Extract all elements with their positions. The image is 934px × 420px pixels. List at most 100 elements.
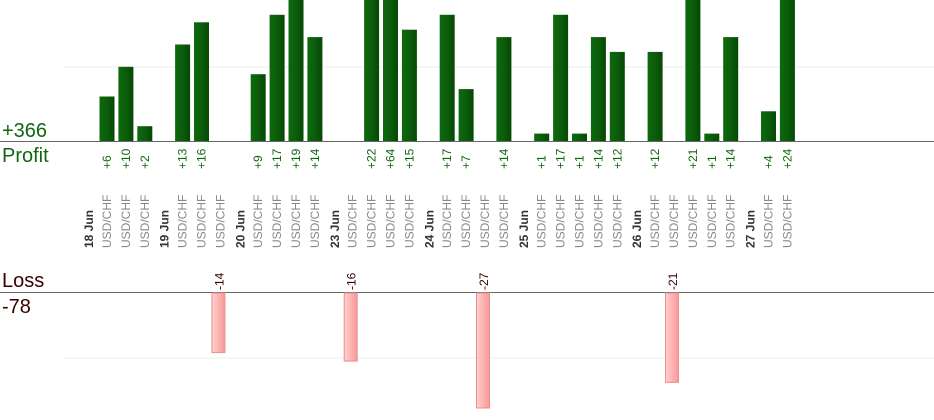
profit-value-label: +9 — [251, 155, 265, 169]
loss-value-label: -14 — [212, 272, 226, 290]
symbol-label: USD/CHF — [213, 195, 227, 248]
profit-value-label: +10 — [119, 148, 133, 169]
symbol-label: USD/CHF — [176, 195, 190, 248]
profit-value-label: +14 — [591, 148, 605, 169]
profit-value-label: +14 — [308, 148, 322, 169]
profit-value-label: +21 — [686, 148, 700, 169]
profit-bar — [288, 0, 304, 141]
date-label: 26 Jun — [630, 210, 644, 248]
profit-value-label: +24 — [780, 148, 794, 169]
symbol-label: USD/CHF — [440, 195, 454, 248]
date-label: 23 Jun — [328, 210, 342, 248]
symbol-label: USD/CHF — [705, 195, 719, 248]
symbol-label: USD/CHF — [251, 195, 265, 248]
profit-bar — [269, 14, 285, 141]
date-label: 20 Jun — [233, 210, 247, 248]
symbol-label: USD/CHF — [610, 195, 624, 248]
profit-bar — [685, 0, 701, 141]
loss-value-label: -27 — [477, 272, 491, 290]
symbol-label: USD/CHF — [591, 195, 605, 248]
profit-bar — [250, 74, 266, 141]
profit-bar — [99, 96, 115, 141]
symbol-label: USD/CHF — [535, 195, 549, 248]
symbol-label: USD/CHF — [384, 195, 398, 248]
profit-label: Profit — [2, 145, 49, 167]
profit-bar — [609, 51, 625, 141]
symbol-label: USD/CHF — [648, 195, 662, 248]
profit-value-label: +7 — [459, 155, 473, 169]
profit-bar — [307, 37, 323, 141]
loss-bar — [476, 292, 490, 409]
profit-value-label: +14 — [497, 148, 511, 169]
loss-bar — [211, 292, 226, 354]
date-label: 27 Jun — [744, 210, 758, 248]
symbol-label: USD/CHF — [289, 195, 303, 248]
symbol-label: USD/CHF — [573, 195, 587, 248]
symbol-label: USD/CHF — [365, 195, 379, 248]
symbol-label: USD/CHF — [724, 195, 738, 248]
profit-value-label: +14 — [724, 148, 738, 169]
profit-value-label: +6 — [100, 155, 114, 169]
symbol-label: USD/CHF — [270, 195, 284, 248]
symbol-label: USD/CHF — [686, 195, 700, 248]
profit-bar — [779, 0, 795, 141]
loss-total: -78 — [2, 296, 31, 318]
loss-label: Loss — [2, 270, 45, 292]
symbol-label: USD/CHF — [554, 195, 568, 248]
symbol-label: USD/CHF — [195, 195, 209, 248]
symbol-label: USD/CHF — [119, 195, 133, 248]
profit-value-label: +16 — [195, 148, 209, 169]
profit-bar — [534, 133, 550, 141]
profit-bar — [137, 126, 153, 141]
symbol-label: USD/CHF — [762, 195, 776, 248]
profit-bar — [439, 14, 455, 141]
profit-value-label: +19 — [289, 148, 303, 169]
symbol-label: USD/CHF — [138, 195, 152, 248]
profit-bar — [364, 0, 380, 141]
profit-bar — [761, 111, 776, 141]
symbol-label: USD/CHF — [478, 195, 492, 248]
profit-bar — [383, 0, 398, 141]
profit-value-label: +2 — [138, 155, 152, 169]
profit-value-label: +22 — [365, 148, 379, 169]
symbol-label: USD/CHF — [402, 195, 416, 248]
loss-value-label: -16 — [345, 272, 359, 290]
date-label: 25 Jun — [517, 210, 531, 248]
symbol-label: USD/CHF — [459, 195, 473, 248]
profit-bar — [647, 51, 663, 141]
profit-bar — [496, 37, 512, 141]
profit-total: +366 — [2, 120, 48, 142]
profit-bar — [704, 133, 720, 141]
profit-value-label: +17 — [554, 148, 568, 169]
date-label: 18 Jun — [82, 210, 96, 248]
profit-bar — [401, 29, 417, 142]
profit-value-label: +1 — [573, 155, 587, 169]
profit-value-label: +15 — [402, 148, 416, 169]
profit-value-label: +12 — [610, 148, 624, 169]
symbol-label: USD/CHF — [308, 195, 322, 248]
profit-bar — [118, 66, 134, 141]
profit-bar — [175, 44, 191, 141]
symbol-label: USD/CHF — [497, 195, 511, 248]
symbol-label: USD/CHF — [780, 195, 794, 248]
loss-bar — [343, 292, 358, 362]
profit-value-label: +4 — [762, 155, 776, 169]
profit-value-label: +64 — [384, 148, 398, 169]
symbol-label: USD/CHF — [346, 195, 360, 248]
profit-bar — [723, 37, 739, 141]
profit-value-label: +1 — [705, 155, 719, 169]
loss-value-label: -21 — [666, 272, 680, 290]
profit-value-label: +17 — [270, 148, 284, 169]
profit-bar — [553, 14, 569, 141]
profit-value-label: +13 — [176, 148, 190, 169]
date-label: 24 Jun — [422, 210, 436, 248]
profit-bar — [590, 37, 606, 141]
profit-bar — [572, 133, 587, 141]
symbol-label: USD/CHF — [667, 195, 681, 248]
date-label: 19 Jun — [158, 210, 172, 248]
profit-bar — [458, 89, 474, 141]
symbol-label: USD/CHF — [100, 195, 114, 248]
profit-value-label: +17 — [440, 148, 454, 169]
profit-bar — [194, 22, 209, 141]
